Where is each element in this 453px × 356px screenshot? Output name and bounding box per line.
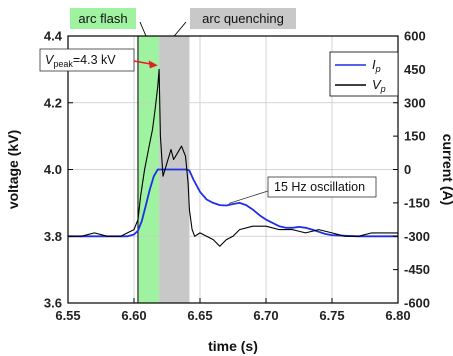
y-left-tick-label: 4.0 xyxy=(44,162,62,177)
x-tick-label: 6.55 xyxy=(55,308,80,323)
y-right-tick-label: 300 xyxy=(404,95,426,110)
oscillation-leader xyxy=(228,190,269,204)
legend-label-voltage: Vp xyxy=(372,77,386,94)
y-left-tick-label: 3.8 xyxy=(44,229,62,244)
series-voltage-line xyxy=(68,68,398,247)
legend-voltage-main: V xyxy=(372,77,382,92)
region-labels: arc flash arc quenching xyxy=(70,8,296,37)
y-left-tick-label: 4.2 xyxy=(44,95,62,110)
x-tick-label: 6.65 xyxy=(187,308,212,323)
x-axis-title: time (s) xyxy=(208,338,258,354)
y-axis-right-title: current (A) xyxy=(440,134,453,206)
arc-quenching-label: arc quenching xyxy=(202,11,284,26)
y-right-tick-label: 0 xyxy=(404,162,411,177)
y-right-tick-label: -600 xyxy=(404,296,430,311)
series-current-line xyxy=(68,168,398,238)
y-right-tick-label: 450 xyxy=(404,62,426,77)
arc-flash-label: arc flash xyxy=(78,11,127,26)
x-tick-label: 6.70 xyxy=(253,308,278,323)
legend-current-main: I xyxy=(372,57,376,72)
x-tick-label: 6.75 xyxy=(319,308,344,323)
y-right-tick-label: 600 xyxy=(404,29,426,44)
vpeak-label: Vpeak=4.3 kV xyxy=(45,53,116,69)
vpeak-label-main: V xyxy=(45,53,55,67)
arc-quenching-label-box xyxy=(190,8,296,29)
y-right-tick-label: -300 xyxy=(404,229,430,244)
axis-ticks: 6.55 6.60 6.65 6.70 6.75 6.80 3.6 3.8 4.0 4.2 4.4 -… xyxy=(44,29,430,324)
legend-current-sub: p xyxy=(375,64,381,74)
x-tick-label: 6.80 xyxy=(385,308,410,323)
legend-label-current: Ip xyxy=(372,57,381,74)
oscillation-box xyxy=(267,176,377,198)
y-left-tick-label: 4.4 xyxy=(44,29,63,44)
oscillation-label: 15 Hz oscillation xyxy=(274,180,365,194)
y-axis-left-title: voltage (kV) xyxy=(5,130,21,209)
legend-box xyxy=(329,51,399,97)
vpeak-label-sub: peak xyxy=(53,59,73,69)
y-right-tick-label: 150 xyxy=(404,129,426,144)
series-layer xyxy=(68,68,398,247)
vpeak-label-rest: =4.3 kV xyxy=(73,53,116,67)
vpeak-annotation: Vpeak=4.3 kV xyxy=(39,48,158,72)
legend: Ip Vp xyxy=(329,51,399,97)
vpeak-arrowhead xyxy=(148,60,158,69)
vpeak-box xyxy=(39,48,135,72)
y-left-tick-label: 3.6 xyxy=(44,296,62,311)
y-right-tick-label: -150 xyxy=(404,195,430,210)
legend-voltage-sub: p xyxy=(380,84,386,94)
arc-flash-leader xyxy=(139,21,147,37)
arc-flash-label-box xyxy=(70,8,136,29)
oscillation-annotation: 15 Hz oscillation xyxy=(228,176,377,204)
arc-quenching-leader xyxy=(173,21,187,37)
x-tick-label: 6.60 xyxy=(121,308,146,323)
y-right-tick-label: -450 xyxy=(404,262,430,277)
